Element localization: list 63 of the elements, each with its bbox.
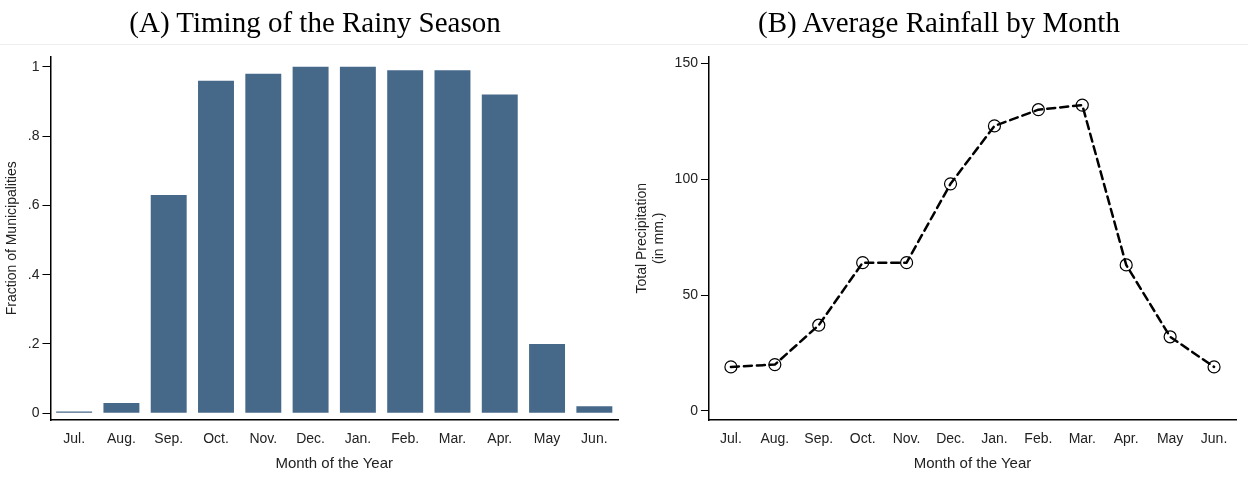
y-tick-label: .6	[27, 196, 40, 213]
x-tick-label: Aug.	[760, 430, 790, 447]
bar	[434, 70, 471, 413]
point	[1119, 258, 1133, 272]
bar	[198, 80, 234, 413]
point	[724, 360, 738, 374]
x-tick-label: Jun.	[1200, 430, 1228, 447]
x-axis-title: Month of the Year	[275, 454, 394, 472]
x-tick-label: Oct.	[203, 430, 229, 447]
bar	[339, 66, 376, 413]
x-tick-label: Apr.	[487, 430, 513, 447]
point	[812, 318, 826, 332]
bar	[150, 194, 187, 413]
y-tick-label: 0	[31, 404, 40, 421]
x-tick-label: Mar.	[438, 430, 467, 447]
bar	[481, 94, 518, 413]
x-tick-label: Nov.	[249, 430, 278, 447]
x-tick-label: Sep.	[804, 430, 834, 447]
point	[1075, 98, 1089, 112]
x-tick-label: Feb.	[1024, 430, 1053, 447]
x-tick-label: Jul.	[63, 430, 86, 447]
x-tick-label: Mar.	[1068, 430, 1096, 447]
y-tick-label: 0	[690, 401, 699, 418]
point	[1031, 103, 1045, 117]
y-tick-label: 100	[674, 170, 699, 187]
x-tick-label: Dec.	[936, 430, 965, 447]
bar	[245, 73, 282, 413]
y-tick-label: 1	[31, 57, 40, 74]
bar	[387, 70, 424, 413]
point	[943, 177, 958, 191]
y-tick-label: .4	[27, 265, 40, 282]
x-tick-label: Jan.	[981, 430, 1008, 447]
point	[1207, 360, 1221, 374]
y-axis-title: Fraction of Municipalities	[3, 161, 20, 316]
x-tick-label: Dec.	[296, 430, 325, 447]
x-tick-label: Nov.	[892, 430, 921, 447]
x-tick-label: Jul.	[720, 430, 742, 447]
x-tick-label: May	[1156, 430, 1184, 447]
y-tick-label: 150	[674, 54, 699, 71]
x-tick-label: Sep.	[154, 430, 184, 447]
y-tick-label: 50	[682, 285, 699, 302]
point	[856, 256, 870, 270]
x-axis-title: Month of the Year	[913, 454, 1032, 472]
x-tick-label: Oct.	[849, 430, 876, 447]
chart-title: (B) Average Rainfall by Month	[630, 0, 1248, 45]
x-tick-label: Aug.	[107, 430, 136, 447]
bar	[576, 406, 613, 413]
point	[987, 119, 1002, 133]
x-tick-label: Apr.	[1113, 430, 1139, 447]
bar	[292, 66, 329, 413]
chart-title: (A) Timing of the Rainy Season	[0, 0, 630, 45]
point	[1163, 330, 1177, 344]
y-tick-label: .8	[27, 126, 40, 143]
x-tick-label: Jan.	[344, 430, 372, 447]
bar	[529, 343, 566, 413]
x-tick-label: Jun.	[581, 430, 608, 447]
point	[768, 357, 782, 372]
x-tick-label: May	[533, 430, 561, 447]
y-tick-label: .2	[27, 334, 40, 351]
y-axis-title: Total Precipitation (in mm.)	[633, 183, 667, 294]
x-tick-label: Feb.	[391, 430, 420, 447]
point	[900, 256, 914, 270]
bar	[103, 402, 140, 413]
